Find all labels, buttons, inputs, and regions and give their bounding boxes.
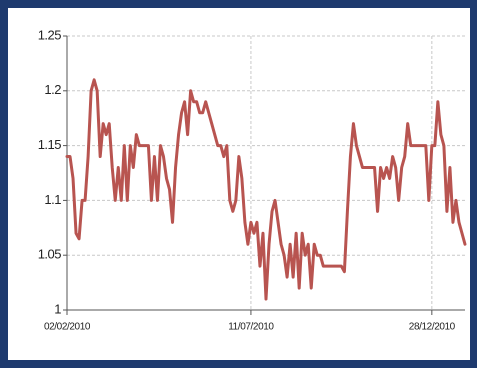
x-tick-label: 11/07/2010 bbox=[228, 322, 274, 333]
y-tick-label: 1.05 bbox=[38, 247, 62, 262]
y-tick-label: 1 bbox=[54, 301, 61, 316]
y-tick-label: 1.15 bbox=[38, 137, 62, 152]
y-tick-label: 1.1 bbox=[44, 192, 61, 207]
y-tick-label: 1.25 bbox=[38, 27, 62, 42]
x-tick-label: 02/02/2010 bbox=[44, 322, 91, 333]
data-line bbox=[65, 78, 467, 301]
y-tick-label: 1.2 bbox=[44, 82, 61, 97]
x-tick-label: 28/12/2010 bbox=[409, 322, 456, 333]
